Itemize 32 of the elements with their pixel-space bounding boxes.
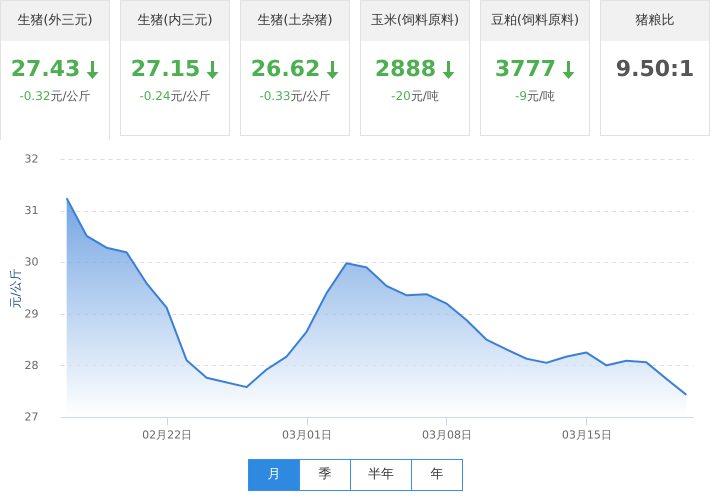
y-tick-label: 28 xyxy=(24,358,38,372)
category-label: 豆粕(饲料原料) xyxy=(481,1,589,41)
text: 年 xyxy=(411,459,463,491)
y-axis-title: 元/公斤 xyxy=(8,268,23,309)
text: 27.43 xyxy=(10,57,80,82)
text: -9元/吨 xyxy=(514,89,555,103)
category-label: 猪粮比 xyxy=(601,1,709,41)
text: 26.62 xyxy=(250,57,320,82)
y-tick-label: 30 xyxy=(24,256,38,269)
y-tick-label: 32 xyxy=(24,152,38,166)
text: -0.24元/公斤 xyxy=(139,89,211,103)
text: 2888 xyxy=(374,57,436,82)
text: 季 xyxy=(299,459,351,491)
text: 9.50:1 xyxy=(616,57,694,82)
x-tick-label: 03月08日 xyxy=(422,428,472,442)
category-label: 玉米(饲料原料) xyxy=(361,1,469,41)
text: -20元/吨 xyxy=(391,89,439,103)
x-tick-label: 02月22日 xyxy=(142,428,192,442)
y-tick-label: 29 xyxy=(24,307,38,320)
y-tick-label: 31 xyxy=(24,204,38,218)
text: 半年 xyxy=(350,459,412,491)
category-label: 生猪(内三元) xyxy=(121,1,229,41)
text: -0.33元/公斤 xyxy=(259,89,331,103)
category-label: 生猪(土杂猪) xyxy=(241,1,349,41)
category-label: 生猪(外三元) xyxy=(1,1,109,41)
text: 月 xyxy=(248,459,300,491)
x-tick-label: 03月15日 xyxy=(562,428,612,442)
text: -0.32元/公斤 xyxy=(19,89,91,103)
text: 27.15 xyxy=(130,57,200,82)
text: 3777 xyxy=(494,57,556,82)
x-tick-label: 03月01日 xyxy=(282,428,332,442)
y-tick-label: 27 xyxy=(24,410,38,424)
